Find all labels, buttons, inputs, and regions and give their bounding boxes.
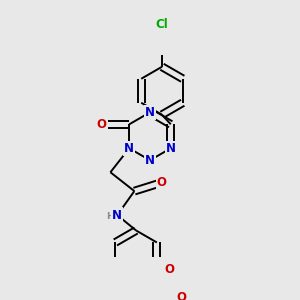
Text: O: O [176, 291, 186, 300]
Text: O: O [157, 176, 167, 189]
Text: N: N [145, 154, 155, 167]
Text: H: H [106, 212, 114, 221]
Text: N: N [112, 208, 122, 222]
Text: O: O [97, 118, 107, 131]
Text: N: N [124, 142, 134, 155]
Text: Cl: Cl [156, 18, 168, 31]
Text: N: N [145, 106, 155, 119]
Text: O: O [164, 263, 174, 276]
Text: N: N [166, 142, 176, 155]
